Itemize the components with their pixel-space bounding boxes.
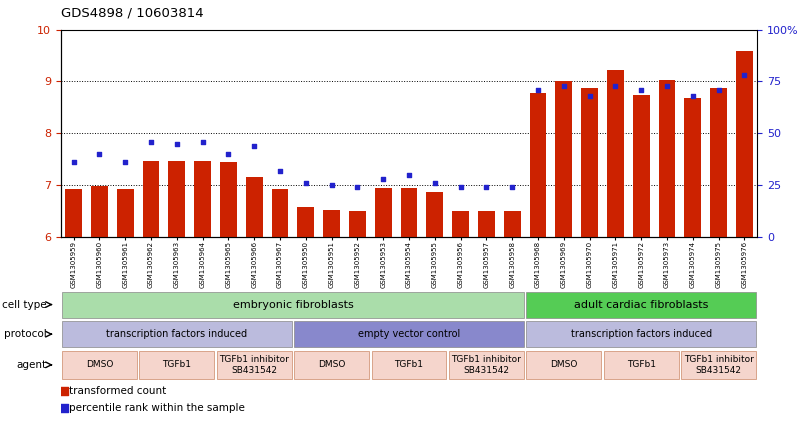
Bar bbox=[452, 211, 469, 237]
Bar bbox=[526, 321, 756, 347]
Bar bbox=[710, 88, 727, 237]
Point bbox=[635, 86, 648, 93]
Text: transformed count: transformed count bbox=[70, 386, 167, 396]
Text: GDS4898 / 10603814: GDS4898 / 10603814 bbox=[61, 6, 203, 19]
Bar bbox=[607, 70, 624, 237]
Text: TGFb1: TGFb1 bbox=[627, 360, 656, 369]
Bar bbox=[323, 210, 340, 237]
Bar bbox=[194, 161, 211, 237]
Point bbox=[377, 176, 390, 182]
Bar bbox=[349, 211, 366, 237]
Bar bbox=[556, 81, 572, 237]
Point bbox=[557, 82, 570, 89]
Bar bbox=[62, 351, 137, 379]
Bar bbox=[681, 351, 756, 379]
Point bbox=[454, 184, 467, 190]
Point bbox=[119, 159, 132, 166]
Bar bbox=[530, 93, 547, 237]
Point bbox=[428, 180, 441, 187]
Text: empty vector control: empty vector control bbox=[358, 329, 460, 339]
Text: adult cardiac fibroblasts: adult cardiac fibroblasts bbox=[574, 299, 709, 310]
Point bbox=[325, 181, 338, 188]
Text: TGFb1 inhibitor
SB431542: TGFb1 inhibitor SB431542 bbox=[451, 355, 522, 374]
Bar bbox=[736, 51, 752, 237]
Bar bbox=[271, 189, 288, 237]
Bar bbox=[449, 351, 524, 379]
Bar bbox=[582, 88, 598, 237]
Point bbox=[661, 82, 674, 89]
Bar bbox=[375, 188, 391, 237]
Text: transcription factors induced: transcription factors induced bbox=[106, 329, 247, 339]
Text: percentile rank within the sample: percentile rank within the sample bbox=[70, 403, 245, 413]
Point bbox=[505, 184, 518, 190]
Text: DMSO: DMSO bbox=[550, 360, 578, 369]
Text: TGFb1: TGFb1 bbox=[394, 360, 424, 369]
Text: TGFb1 inhibitor
SB431542: TGFb1 inhibitor SB431542 bbox=[684, 355, 753, 374]
Bar bbox=[504, 211, 521, 237]
Text: embryonic fibroblasts: embryonic fibroblasts bbox=[232, 299, 353, 310]
Point bbox=[144, 138, 157, 145]
Point bbox=[300, 180, 313, 187]
Point bbox=[196, 138, 209, 145]
Point bbox=[93, 151, 106, 157]
Text: protocol: protocol bbox=[4, 329, 46, 339]
Text: agent: agent bbox=[16, 360, 46, 370]
Bar bbox=[526, 351, 601, 379]
Bar bbox=[372, 351, 446, 379]
Bar bbox=[168, 161, 185, 237]
Bar bbox=[659, 80, 676, 237]
Bar bbox=[62, 291, 524, 318]
Bar bbox=[143, 161, 160, 237]
Point bbox=[403, 171, 416, 178]
Text: TGFb1 inhibitor
SB431542: TGFb1 inhibitor SB431542 bbox=[220, 355, 289, 374]
Text: transcription factors induced: transcription factors induced bbox=[571, 329, 712, 339]
Point bbox=[738, 72, 751, 79]
Point bbox=[57, 405, 70, 412]
Point bbox=[274, 167, 287, 174]
Bar bbox=[633, 96, 650, 237]
Bar bbox=[401, 188, 417, 237]
Point bbox=[583, 93, 596, 99]
Point bbox=[222, 151, 235, 157]
Bar bbox=[478, 211, 495, 237]
Bar bbox=[62, 321, 292, 347]
Bar bbox=[117, 189, 134, 237]
Bar bbox=[684, 98, 701, 237]
Text: DMSO: DMSO bbox=[318, 360, 345, 369]
Bar bbox=[217, 351, 292, 379]
Point bbox=[67, 159, 80, 166]
Point bbox=[480, 184, 493, 190]
Point bbox=[170, 140, 183, 147]
Point bbox=[248, 142, 261, 149]
Point bbox=[712, 86, 725, 93]
Text: cell type: cell type bbox=[2, 299, 46, 310]
Bar bbox=[294, 351, 369, 379]
Bar bbox=[66, 189, 82, 237]
Point bbox=[351, 184, 364, 190]
Bar bbox=[603, 351, 679, 379]
Bar bbox=[297, 207, 314, 237]
Bar bbox=[246, 177, 262, 237]
Text: DMSO: DMSO bbox=[86, 360, 113, 369]
Point bbox=[686, 93, 699, 99]
Bar bbox=[426, 192, 443, 237]
Point bbox=[57, 388, 70, 395]
Bar bbox=[526, 291, 756, 318]
Point bbox=[609, 82, 622, 89]
Bar bbox=[220, 162, 237, 237]
Bar bbox=[139, 351, 215, 379]
Bar bbox=[91, 186, 108, 237]
Text: TGFb1: TGFb1 bbox=[162, 360, 191, 369]
Bar bbox=[294, 321, 524, 347]
Point bbox=[531, 86, 544, 93]
